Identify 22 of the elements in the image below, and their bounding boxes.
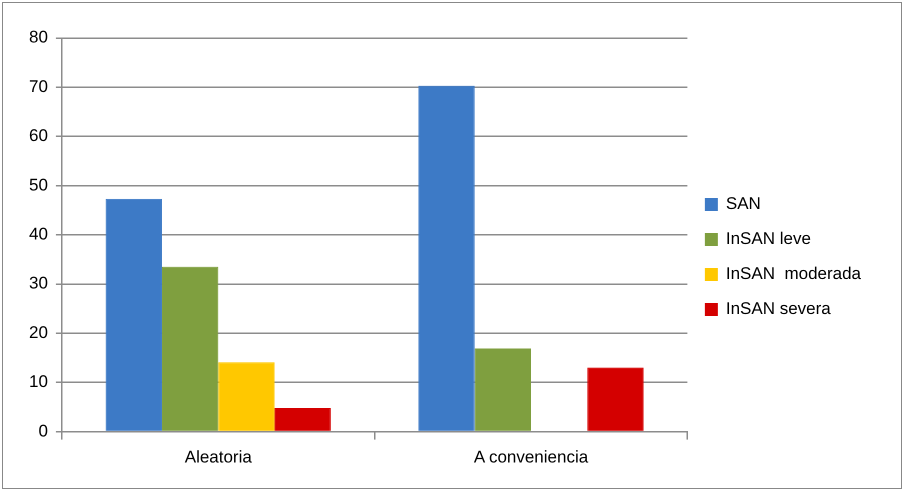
bar	[162, 266, 218, 431]
y-tick-label: 60	[28, 126, 48, 146]
y-tick-label: 20	[28, 322, 48, 342]
bar	[474, 348, 532, 431]
bar	[418, 86, 475, 431]
bar	[106, 198, 162, 431]
bar	[218, 362, 275, 431]
y-tick-label: 80	[28, 28, 48, 47]
y-tick-label: 70	[28, 76, 48, 96]
bar	[274, 408, 331, 431]
y-tick-label: 0	[38, 421, 48, 440]
x-tick-label: A conveniencia	[474, 447, 589, 466]
legend-label: InSAN leve	[726, 229, 811, 248]
y-tick-label: 30	[28, 274, 48, 293]
y-tick-label: 10	[28, 372, 48, 392]
y-tick-label: 40	[28, 224, 48, 244]
x-tick-label: Aleatoria	[184, 447, 252, 466]
y-tick-label: 50	[28, 175, 48, 194]
legend-label: SAN	[726, 194, 761, 214]
legend-label: InSAN moderada	[726, 264, 862, 284]
legend-label: InSAN severa	[726, 299, 832, 318]
bar	[587, 368, 644, 431]
